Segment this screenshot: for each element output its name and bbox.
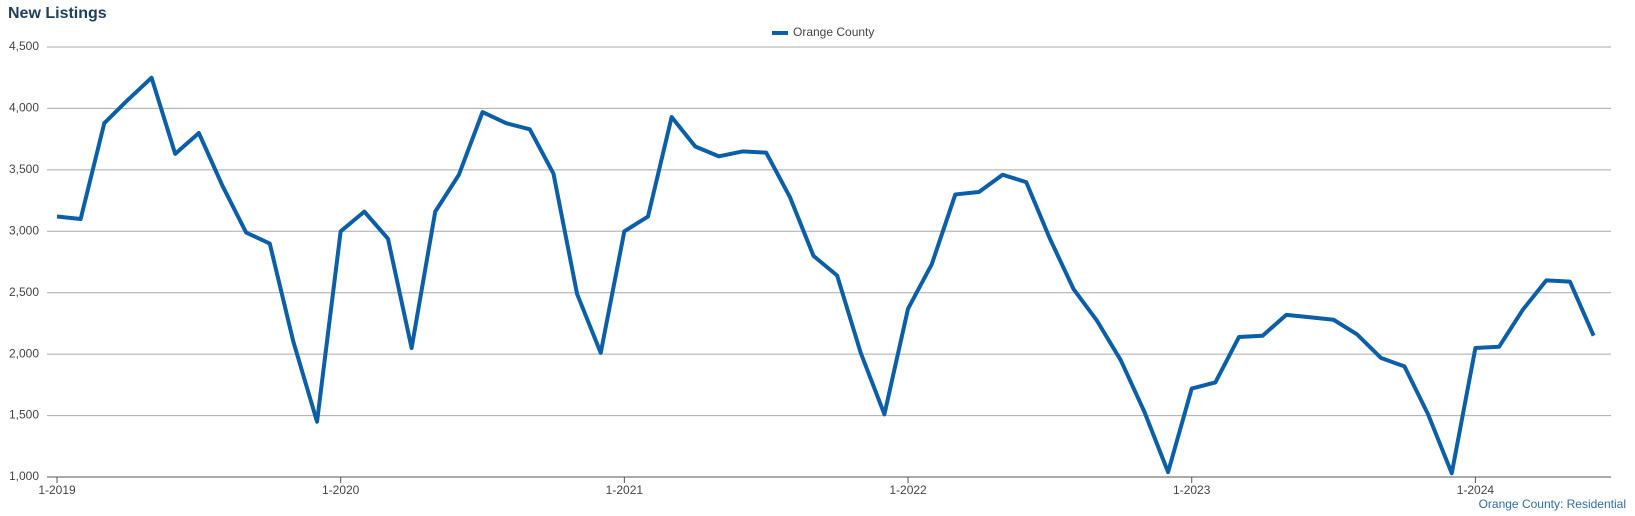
x-tick-label: 1-2021 bbox=[606, 483, 644, 497]
y-tick-label: 4,000 bbox=[9, 101, 39, 115]
x-tick-label: 1-2023 bbox=[1173, 483, 1211, 497]
chart-title: New Listings bbox=[8, 5, 107, 22]
y-tick-label: 1,000 bbox=[9, 469, 39, 483]
y-tick-label: 4,500 bbox=[9, 39, 39, 53]
line-series bbox=[56, 75, 1596, 476]
y-tick-label: 2,000 bbox=[9, 346, 39, 360]
x-tick-label: 1-2022 bbox=[889, 483, 927, 497]
footer: Orange County: Residential bbox=[1479, 497, 1626, 511]
x-tick-label: 1-2024 bbox=[1457, 483, 1495, 497]
x-tick-label: 1-2019 bbox=[38, 483, 76, 497]
y-tick-label: 1,500 bbox=[9, 408, 39, 422]
legend-label: Orange County bbox=[793, 25, 874, 39]
y-tick-label: 2,500 bbox=[9, 285, 39, 299]
y-tick-label: 3,000 bbox=[9, 223, 39, 237]
x-tick-label: 1-2020 bbox=[322, 483, 360, 497]
y-tick-label: 3,500 bbox=[9, 162, 39, 176]
